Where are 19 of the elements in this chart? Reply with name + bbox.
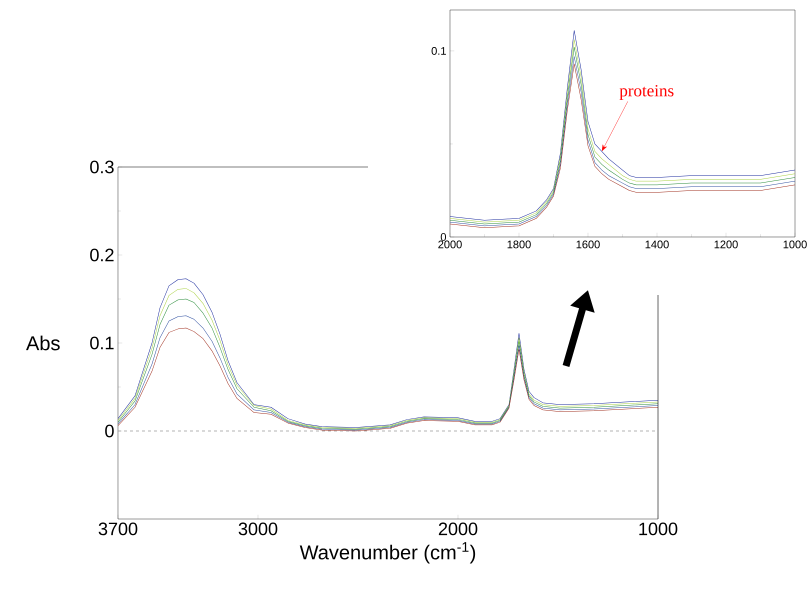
x-tick-label: 3700 [98, 522, 138, 536]
x-tick-label: 1000 [784, 240, 807, 248]
x-tick-label: 2000 [438, 240, 462, 248]
x-tick-label: 2000 [438, 522, 478, 536]
y-tick-label: 0.2 [90, 248, 114, 262]
x-tick-label: 3000 [238, 522, 278, 536]
y-tick-label: 0.1 [90, 336, 114, 350]
x-axis-title: Wavenumber (cm$^{-1}$) [300, 542, 476, 564]
y-tick-label: 0 [440, 233, 446, 241]
x-tick-label: 1400 [646, 240, 669, 248]
x-tick-label: 1800 [508, 240, 531, 248]
x-tick-label: 1600 [576, 240, 600, 248]
y-tick-label: 0.3 [90, 160, 114, 174]
annotation: proteins [620, 84, 674, 100]
x-tick-label: 1000 [639, 522, 678, 536]
y-tick-label: 0 [105, 424, 114, 438]
y-axis-title: Abs [26, 336, 60, 350]
x-tick-label: 1200 [714, 240, 738, 248]
y-tick-label: 0.1 [432, 47, 446, 55]
